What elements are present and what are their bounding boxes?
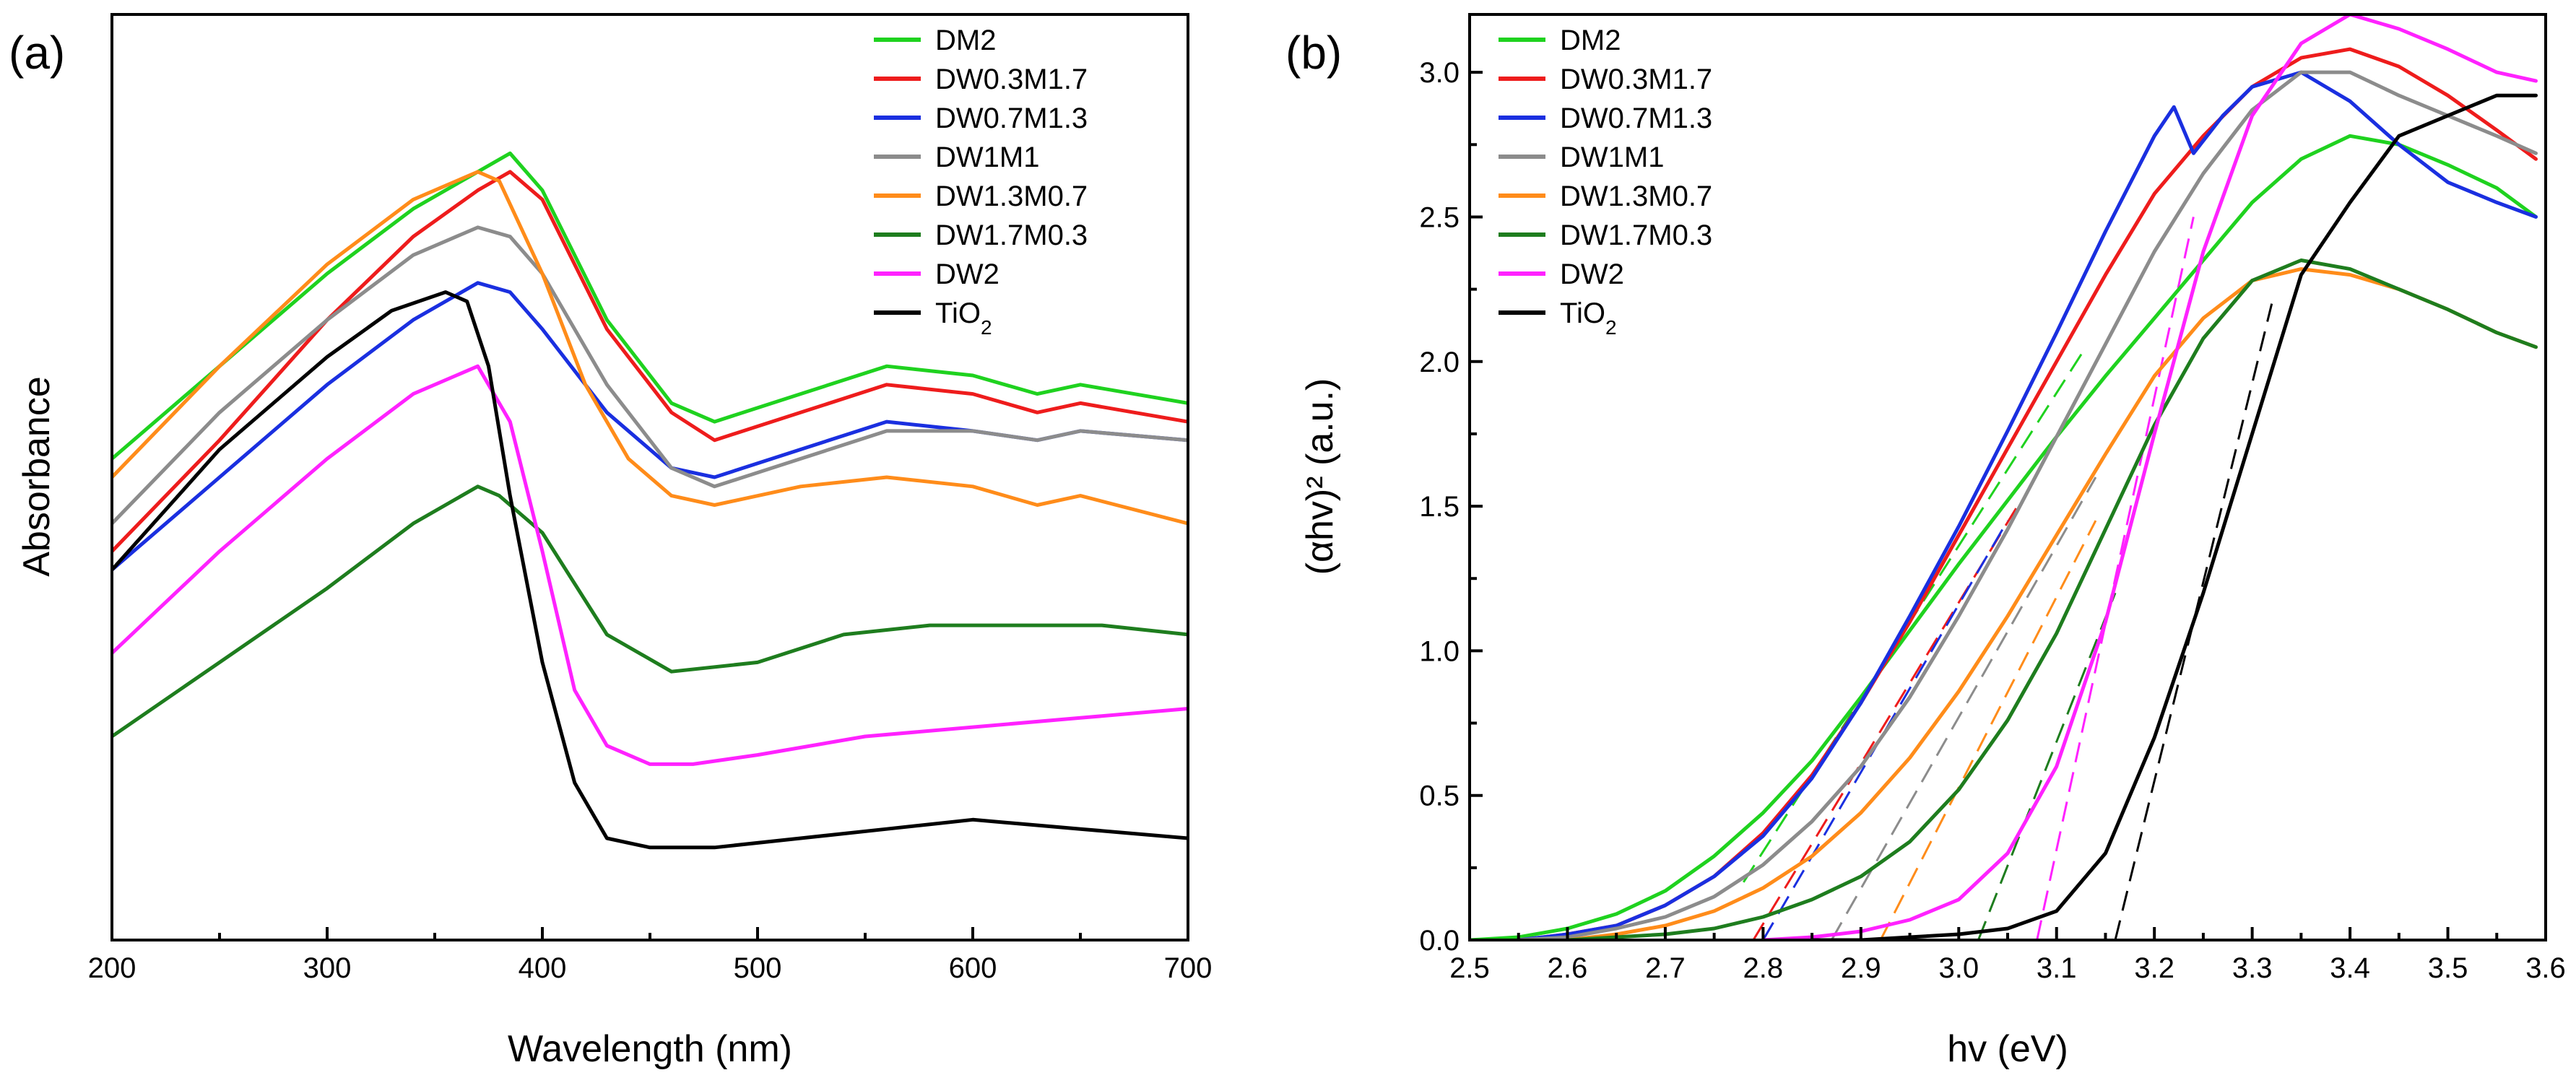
tauc-plot-area: [1470, 14, 2538, 940]
tauc-series-dw1-7m0-3: [1566, 258, 2538, 940]
tauc-fit-line-dw1-7m0-3: [1977, 592, 2117, 940]
panel-a-label: (a): [9, 27, 65, 79]
absorbance-y-axis-title: Absorbance: [16, 376, 58, 577]
tauc-x-tick-label: 3.3: [2232, 952, 2273, 984]
legend-label-dw0-3m1-7: DW0.3M1.7: [935, 64, 1088, 95]
legend-label-dw1-7m0-3: DW1.7M0.3: [935, 219, 1088, 251]
absorbance-series-tio2: [112, 290, 1188, 850]
tauc-y-tick-label: 0.0: [1419, 925, 1460, 957]
absorbance-x-axis-title: Wavelength (nm): [508, 1028, 792, 1070]
panel-tauc: (b) 2.5 2.6 2.7 2.8 2.9 3.0 3.1 3.2 3.3 3.4 3.5 3.6…: [1285, 13, 2566, 1070]
absorbance-series-dw1-3m0-7: [112, 170, 1188, 526]
tauc-x-tick-label: 3.6: [2525, 952, 2566, 984]
tauc-series-dw1m1: [1517, 70, 2538, 940]
panel-b-label: (b): [1285, 27, 1342, 79]
tauc-y-tick-label: 1.5: [1419, 491, 1460, 523]
tauc-x-tick-label: 2.5: [1449, 952, 1490, 984]
absorbance-series-dw1m1: [112, 225, 1188, 526]
absorbance-x-tick-label: 300: [303, 952, 352, 984]
legend-label-dw1m1: DW1M1: [935, 142, 1039, 173]
tauc-x-tick-label: 3.0: [1938, 952, 1979, 984]
tauc-y-tick-label: 1.0: [1419, 635, 1460, 667]
tauc-y-tick-label: 3.0: [1419, 57, 1460, 89]
legend-label-dm2: DM2: [935, 25, 996, 56]
tauc-series-tio2: [1810, 93, 2538, 940]
tauc-y-tick-label: 2.5: [1419, 201, 1460, 233]
tauc-legend: DM2 DW0.3M1.7 DW0.7M1.3 DW1M1 DW1.3M0.7 DW1.7…: [1499, 25, 1712, 339]
tauc-series-dm2: [1470, 134, 2538, 940]
legend-label-dw2: DW2: [1560, 258, 1624, 290]
legend-label-dw1-7m0-3: DW1.7M0.3: [1560, 219, 1712, 251]
legend-label-dw0-3m1-7: DW0.3M1.7: [1560, 64, 1712, 95]
absorbance-series-dw0-3m1-7: [112, 170, 1188, 554]
legend-label-dw0-7m1-3: DW0.7M1.3: [1560, 103, 1712, 134]
tauc-x-tick-label: 3.1: [2037, 952, 2077, 984]
legend-label-dw1-3m0-7: DW1.3M0.7: [935, 180, 1088, 212]
absorbance-series-dm2: [112, 151, 1188, 461]
tauc-series-dw2: [1761, 14, 2538, 940]
tauc-y-tick-label: 2.0: [1419, 347, 1460, 378]
tauc-fit-line-dw0-3m1-7: [1752, 505, 2018, 940]
legend-label-dw2: DW2: [935, 258, 999, 290]
legend-label-tio2: TiO2: [1560, 297, 1617, 339]
absorbance-series-dw1-7m0-3: [112, 484, 1188, 739]
absorbance-x-tick-label: 400: [519, 952, 567, 984]
tauc-y-axis-title: (αhv)² (a.u.): [1299, 378, 1341, 575]
tauc-x-axis: 2.5 2.6 2.7 2.8 2.9 3.0 3.1 3.2 3.3 3.4 3.5 3.6: [1449, 927, 2566, 984]
legend-label-tio2: TiO2: [935, 297, 992, 339]
tauc-y-axis: 0.0 0.5 1.0 1.5 2.0 2.5 3.0: [1419, 57, 1483, 957]
tauc-x-axis-title: hv (eV): [1947, 1028, 2068, 1070]
tauc-series-dw0-7m1-3: [1517, 70, 2538, 940]
legend-label-dw0-7m1-3: DW0.7M1.3: [935, 103, 1088, 134]
tauc-x-tick-label: 2.7: [1645, 952, 1686, 984]
tauc-x-tick-label: 2.9: [1841, 952, 1881, 984]
tauc-y-tick-label: 0.5: [1419, 780, 1460, 812]
tauc-x-tick-label: 3.4: [2330, 952, 2370, 984]
absorbance-x-tick-label: 700: [1164, 952, 1213, 984]
tauc-x-tick-label: 2.8: [1743, 952, 1784, 984]
legend-label-dw1-3m0-7: DW1.3M0.7: [1560, 180, 1712, 212]
absorbance-plot-area: [112, 151, 1188, 850]
tauc-x-tick-label: 3.2: [2134, 952, 2174, 984]
absorbance-legend: DM2 DW0.3M1.7 DW0.7M1.3 DW1M1 DW1.3M0.7 DW1.7…: [874, 25, 1088, 339]
absorbance-x-tick-label: 600: [949, 952, 997, 984]
absorbance-x-tick-label: 500: [734, 952, 782, 984]
tauc-x-tick-label: 2.6: [1548, 952, 1588, 984]
absorbance-series-dw2: [112, 364, 1188, 766]
absorbance-x-tick-label: 200: [88, 952, 136, 984]
absorbance-x-axis: 200 300 400 500 600 700: [88, 927, 1213, 984]
panel-absorbance: (a) 200 300 400 500 600 700 Wavelength (nm) A…: [9, 13, 1213, 1070]
tauc-x-tick-label: 3.5: [2428, 952, 2468, 984]
absorbance-series-dw0-7m1-3: [112, 281, 1188, 572]
tauc-fit-line-dw1m1: [1830, 477, 2097, 940]
legend-label-dm2: DM2: [1560, 25, 1621, 56]
legend-label-dw1m1: DW1M1: [1560, 142, 1664, 173]
tauc-fit-line-tio2: [2114, 303, 2273, 940]
tauc-fit-line-dw1-3m0-7: [1879, 520, 2097, 940]
